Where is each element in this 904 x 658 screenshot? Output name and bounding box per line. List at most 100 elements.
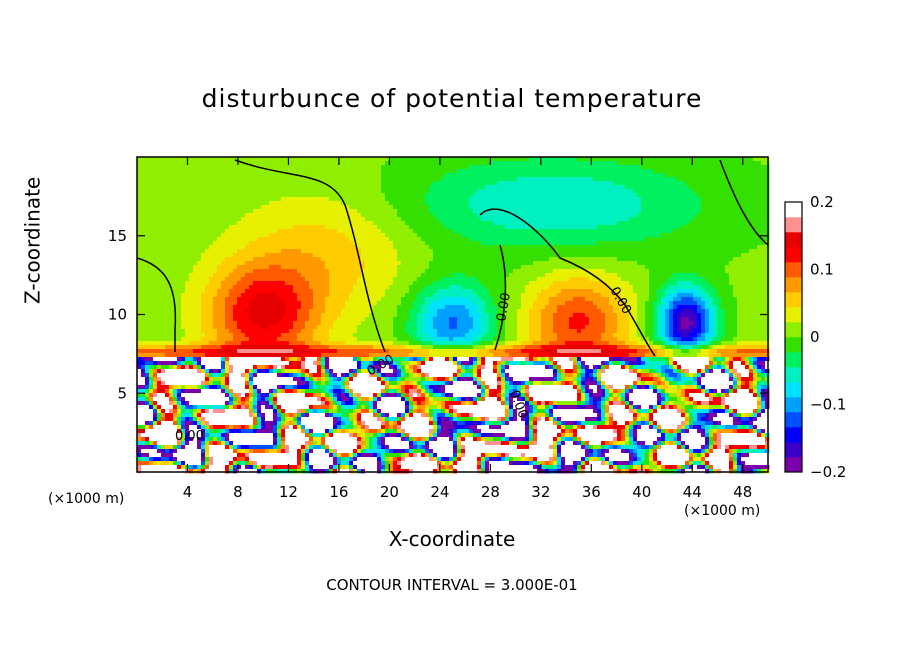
heatmap-cell — [205, 245, 210, 250]
heatmap-cell — [221, 253, 226, 258]
heatmap-cell — [397, 261, 402, 266]
heatmap-cell — [361, 225, 366, 230]
heatmap-cell — [661, 201, 666, 206]
heatmap-cell — [685, 277, 690, 282]
heatmap-cell — [353, 269, 358, 274]
heatmap-cell — [437, 225, 442, 230]
heatmap-cell — [317, 277, 322, 282]
heatmap-cell — [433, 157, 438, 162]
heatmap-cell — [177, 249, 182, 254]
heatmap-cell — [357, 205, 362, 210]
heatmap-cell — [513, 273, 518, 278]
heatmap-cell — [177, 209, 182, 214]
heatmap-cell — [433, 185, 438, 190]
heatmap-cell — [277, 261, 282, 266]
heatmap-cell — [137, 269, 142, 274]
heatmap-cell — [333, 241, 338, 246]
heatmap-cell — [509, 185, 514, 190]
heatmap-cell — [597, 249, 602, 254]
heatmap-cell — [689, 181, 694, 186]
heatmap-cell — [293, 257, 298, 262]
heatmap-cell — [301, 189, 306, 194]
heatmap-cell — [217, 221, 222, 226]
heatmap-cell — [605, 217, 610, 222]
heatmap-cell — [685, 185, 690, 190]
heatmap-cell — [241, 249, 246, 254]
heatmap-cell — [757, 217, 762, 222]
heatmap-cell — [249, 261, 254, 266]
heatmap-cell — [417, 233, 422, 238]
heatmap-cell — [441, 157, 446, 162]
heatmap-cell — [301, 269, 306, 274]
heatmap-cell — [537, 213, 542, 218]
heatmap-cell — [289, 161, 294, 166]
heatmap-cell — [545, 225, 550, 230]
heatmap-cell — [389, 173, 394, 178]
heatmap-cell — [469, 157, 474, 162]
heatmap-cell — [669, 209, 674, 214]
heatmap-cell — [649, 157, 654, 162]
heatmap-cell — [329, 249, 334, 254]
heatmap-cell — [169, 209, 174, 214]
heatmap-cell — [277, 265, 282, 270]
heatmap-cell — [565, 165, 570, 170]
heatmap-cell — [633, 229, 638, 234]
heatmap-cell — [149, 161, 154, 166]
heatmap-cell — [477, 161, 482, 166]
heatmap-cell — [509, 257, 514, 262]
heatmap-cell — [685, 233, 690, 238]
heatmap-cell — [261, 241, 266, 246]
heatmap-cell — [305, 201, 310, 206]
heatmap-cell — [529, 169, 534, 174]
heatmap-cell — [501, 205, 506, 210]
heatmap-cell — [557, 193, 562, 198]
heatmap-cell — [725, 257, 730, 262]
heatmap-cell — [549, 185, 554, 190]
heatmap-cell — [281, 161, 286, 166]
heatmap-cell — [177, 169, 182, 174]
heatmap-cell — [457, 205, 462, 210]
heatmap-cell — [361, 269, 366, 274]
heatmap-cell — [397, 201, 402, 206]
heatmap-cell — [721, 213, 726, 218]
heatmap-cell — [549, 265, 554, 270]
heatmap-cell — [405, 161, 410, 166]
heatmap-cell — [361, 169, 366, 174]
heatmap-cell — [677, 213, 682, 218]
heatmap-cell — [389, 161, 394, 166]
heatmap-cell — [681, 165, 686, 170]
heatmap-cell — [577, 209, 582, 214]
heatmap-cell — [749, 165, 754, 170]
heatmap-cell — [297, 269, 302, 274]
heatmap-cell — [301, 209, 306, 214]
heatmap-cell — [521, 201, 526, 206]
heatmap-cell — [409, 257, 414, 262]
heatmap-cell — [437, 181, 442, 186]
heatmap-cell — [213, 277, 218, 282]
heatmap-cell — [477, 281, 482, 286]
heatmap-cell — [545, 221, 550, 226]
heatmap-cell — [745, 161, 750, 166]
heatmap-cell — [457, 161, 462, 166]
heatmap-cell — [513, 201, 518, 206]
heatmap-cell — [745, 173, 750, 178]
heatmap-cell — [649, 261, 654, 266]
heatmap-cell — [445, 265, 450, 270]
heatmap-cell — [669, 249, 674, 254]
heatmap-cell — [149, 177, 154, 182]
heatmap-cell — [169, 253, 174, 258]
heatmap-cell — [613, 181, 618, 186]
heatmap-cell — [593, 269, 598, 274]
heatmap-cell — [593, 233, 598, 238]
heatmap-cell — [465, 197, 470, 202]
heatmap-cell — [321, 157, 326, 162]
heatmap-cell — [685, 173, 690, 178]
heatmap-cell — [321, 249, 326, 254]
heatmap-cell — [457, 165, 462, 170]
heatmap-cell — [257, 185, 262, 190]
heatmap-cell — [689, 265, 694, 270]
heatmap-cell — [525, 229, 530, 234]
heatmap-cell — [493, 177, 498, 182]
heatmap-cell — [653, 265, 658, 270]
heatmap-cell — [265, 221, 270, 226]
